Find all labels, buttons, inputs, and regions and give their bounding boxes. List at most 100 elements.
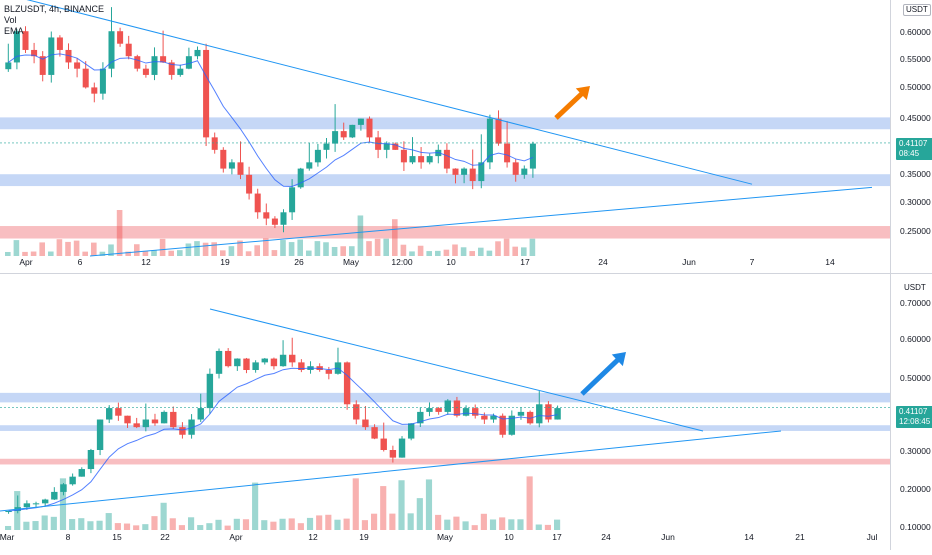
top-volume-bar [65, 241, 71, 256]
top-volume-bar [5, 251, 11, 256]
bottom-candle-body [407, 423, 415, 439]
bottom-volume-bar [233, 518, 240, 530]
bottom-volume-bar [142, 524, 149, 530]
top-volume-bar [435, 250, 441, 256]
symbol-title[interactable]: BLZUSDT, 4h, BINANCE [4, 4, 105, 14]
bottom-volume-bar [105, 513, 112, 530]
bottom-candle-body [362, 419, 369, 428]
bottom-candle-body [41, 499, 49, 504]
top-candle-body [203, 49, 210, 138]
top-time-axis-label: 14 [825, 257, 835, 267]
top-volume-bar [202, 242, 209, 256]
bottom-volume-bar [160, 502, 167, 530]
bottom-candle-body [435, 408, 442, 412]
top-volume-bar [22, 251, 28, 256]
bottom-volume-bar [224, 525, 231, 530]
top-candle-body [108, 31, 115, 69]
top-arrow-shaft [554, 91, 585, 120]
top-volume-bar [168, 250, 174, 256]
top-volume-bar [409, 251, 415, 256]
top-volume-bar [357, 215, 364, 256]
top-ascending-trendline [89, 186, 873, 257]
bottom-volume-bar [526, 476, 533, 530]
bottom-volume-bar [316, 515, 323, 530]
ema-indicator-label[interactable]: EMA [4, 26, 24, 36]
bottom-time-axis-label: 24 [601, 532, 611, 542]
bottom-volume-bar [380, 486, 387, 530]
bottom-volume-bar [32, 521, 39, 530]
bottom-volume-bar [188, 517, 195, 530]
top-candle-body [271, 218, 278, 225]
top-candle-body [512, 162, 519, 175]
bottom-volume-bar [453, 516, 460, 530]
top-candle-body [177, 68, 184, 75]
top-volume-bar [116, 209, 123, 256]
top-volume-bar [82, 251, 88, 256]
bottom-volume-bar [242, 519, 250, 530]
top-price-pane [0, 0, 890, 257]
top-volume-bar [185, 243, 192, 256]
bottom-candle-body [508, 415, 516, 435]
bottom-candle-body [124, 415, 131, 424]
top-candle-body [340, 131, 347, 138]
top-time-axis-label: 7 [750, 257, 755, 267]
top-volume-bar [331, 246, 338, 256]
volume-indicator-label[interactable]: Vol [4, 15, 17, 25]
top-currency-badge[interactable]: USDT [903, 4, 931, 16]
bottom-volume-bar [252, 482, 259, 530]
top-price-axis-label: 0.60000 [900, 27, 931, 37]
top-volume-bar [503, 238, 510, 256]
bottom-candle-body [96, 419, 104, 450]
bottom-volume-bar [517, 519, 524, 530]
top-volume-bar [366, 241, 372, 256]
bottom-volume-bar [462, 521, 469, 530]
bottom-volume-bar [480, 513, 487, 530]
bottom-candle-body [545, 404, 552, 420]
bottom-time-axis-label: 21 [795, 532, 805, 542]
top-candle-body [297, 168, 304, 188]
bottom-candle-body [289, 354, 296, 363]
bottom-volume-bar [361, 520, 368, 530]
top-candle-body [91, 87, 98, 94]
top-volume-bar [30, 251, 37, 256]
bottom-candle-body [526, 411, 534, 424]
top-bar-countdown: 08:45 [899, 149, 920, 158]
bottom-candle-body [353, 404, 360, 420]
bottom-time-axis-label: 10 [504, 532, 514, 542]
bottom-volume-bar [407, 513, 414, 530]
top-volume-bar [400, 244, 407, 256]
top-volume-bar [297, 239, 303, 256]
bottom-candle-body [69, 476, 76, 485]
bottom-volume-bar [371, 513, 378, 530]
bottom-candles [5, 337, 561, 514]
bottom-price-axis-label: 0.20000 [900, 484, 931, 494]
bottom-time-axis-label: Mar [0, 532, 14, 542]
bottom-price-pane [0, 308, 890, 530]
bottom-candle-body [151, 419, 159, 424]
bottom-candle-body [499, 415, 506, 435]
top-volume-bar [374, 238, 381, 256]
top-volume-bar [478, 247, 484, 256]
bottom-volume-bar [178, 525, 185, 530]
bottom-currency-label[interactable]: USDT [904, 283, 926, 292]
bottom-candle-body [536, 404, 543, 424]
bottom-volume-bar [133, 525, 140, 530]
top-trend-up-arrow-icon [554, 85, 591, 120]
bottom-volume-bar [270, 521, 277, 530]
bottom-volume-bar [435, 514, 442, 530]
bottom-candle-body [51, 491, 58, 500]
bottom-time-axis-label: 22 [160, 532, 170, 542]
bottom-volume-bar [544, 524, 551, 530]
bottom-candle-body [279, 354, 287, 367]
top-volume-bar [383, 238, 389, 256]
top-volume-bar [134, 244, 140, 256]
bottom-candle-body [389, 450, 397, 458]
bottom-volume-bar [78, 518, 85, 530]
top-candle-body [409, 156, 416, 163]
bottom-candle-body [398, 438, 406, 458]
top-volume-bar [452, 244, 458, 256]
bottom-candle-body [23, 503, 31, 508]
top-time-axis-label: Jun [682, 257, 696, 267]
top-volume-bar [443, 249, 450, 256]
bottom-candle-body [554, 408, 561, 420]
